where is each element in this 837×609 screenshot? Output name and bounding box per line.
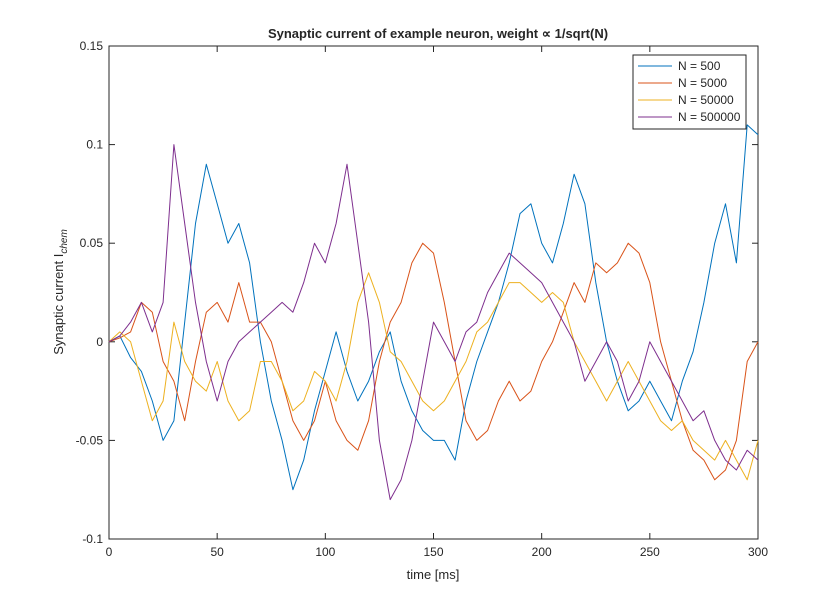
- x-tick-label: 100: [315, 545, 335, 559]
- chart-title: Synaptic current of example neuron, weig…: [268, 26, 608, 41]
- axis-ticks: 0 50 100 150 200 250 300 -0.1 -0.05 0 0.05 0.1 0.15: [76, 39, 769, 559]
- y-tick-label: -0.1: [82, 532, 103, 546]
- x-axis-label: time [ms]: [407, 567, 460, 582]
- y-axis-label-main: Synaptic current I: [51, 254, 66, 355]
- legend-label: N = 500: [678, 59, 721, 73]
- y-axis-label: Synaptic current Ichem: [51, 229, 70, 355]
- y-tick-label: 0: [96, 335, 103, 349]
- series-line: [108, 144, 759, 501]
- legend: N = 500 N = 5000 N = 50000 N = 500000: [632, 54, 747, 130]
- y-tick-label: 0.15: [80, 39, 104, 53]
- series-lines: [108, 124, 759, 501]
- y-tick-label: 0.1: [86, 138, 103, 152]
- x-tick-label: 50: [210, 545, 224, 559]
- x-tick-label: 250: [640, 545, 660, 559]
- x-tick-label: 0: [106, 545, 113, 559]
- series-line: [108, 272, 759, 481]
- legend-label: N = 50000: [678, 93, 734, 107]
- x-tick-label: 300: [748, 545, 768, 559]
- x-tick-label: 200: [532, 545, 552, 559]
- y-tick-label: 0.05: [80, 236, 104, 250]
- legend-label: N = 500000: [678, 110, 741, 124]
- y-tick-label: -0.05: [76, 433, 104, 447]
- y-axis-label-subscript: chem: [59, 229, 70, 253]
- legend-label: N = 5000: [678, 76, 727, 90]
- x-tick-label: 150: [423, 545, 443, 559]
- series-line: [108, 124, 759, 491]
- series-line: [108, 242, 759, 481]
